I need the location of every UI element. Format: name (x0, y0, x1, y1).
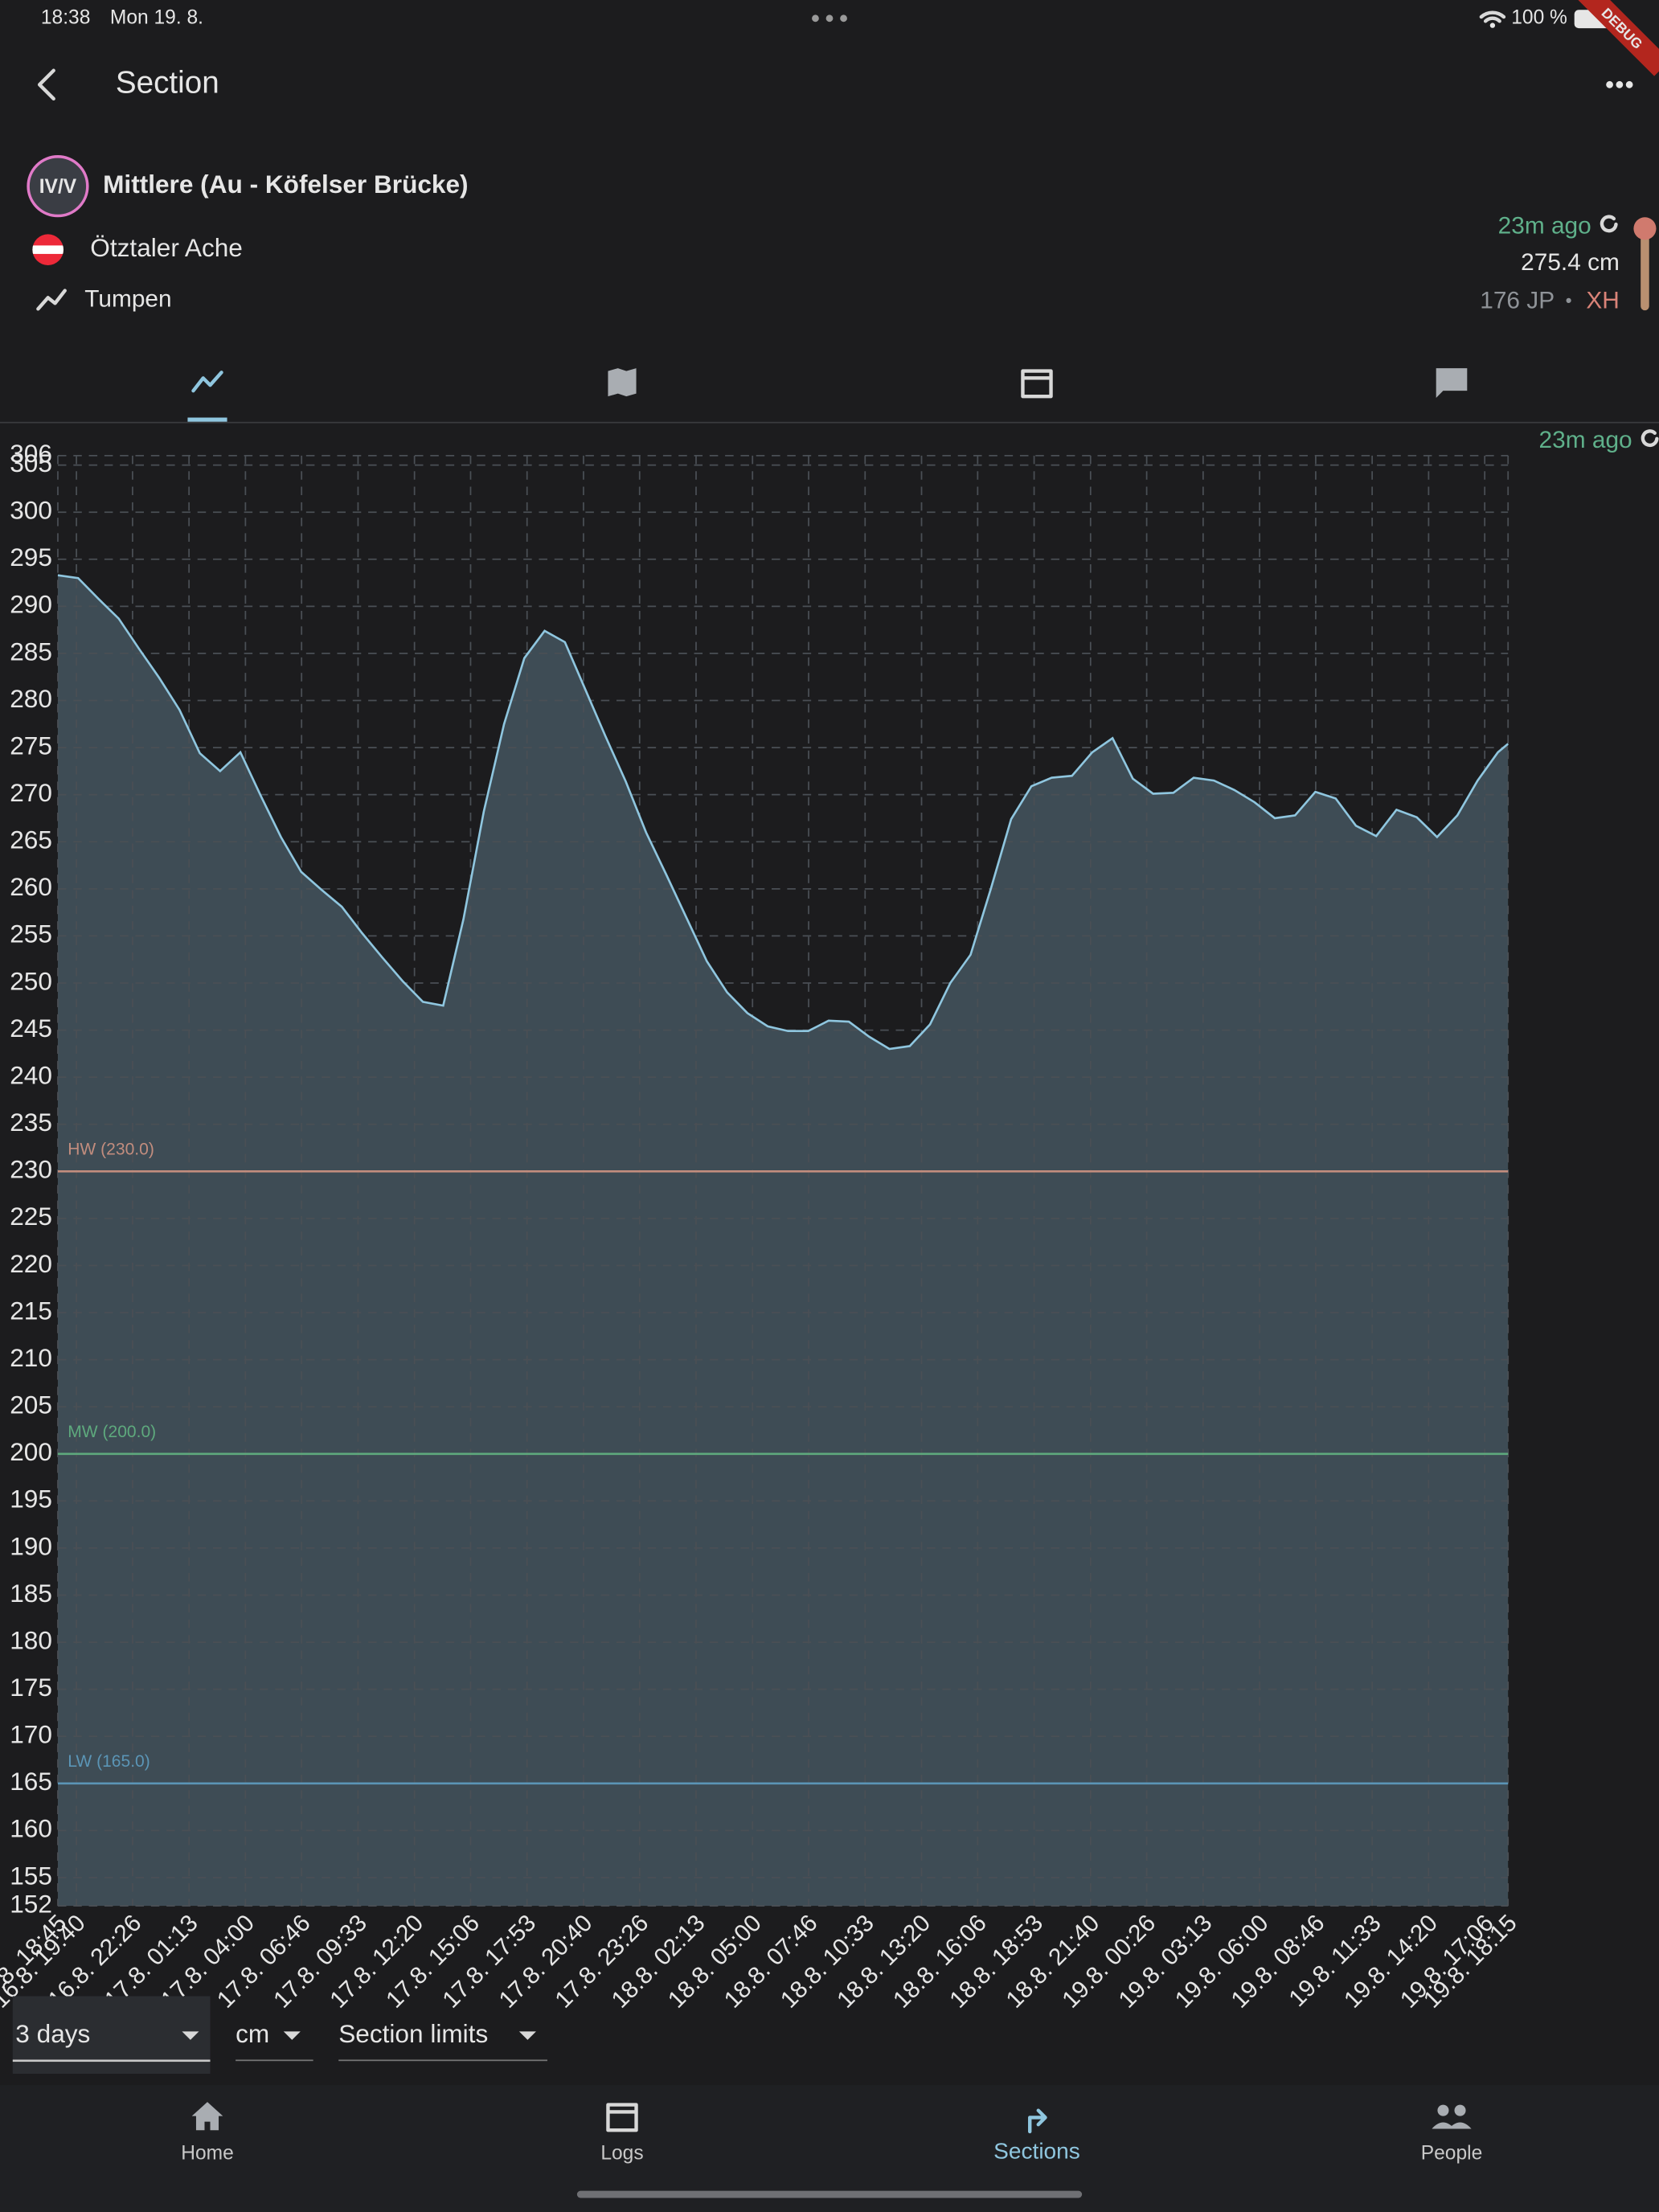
wifi-icon (1479, 10, 1506, 23)
refresh-icon[interactable] (1600, 215, 1618, 233)
reference-label: HW (230.0) (68, 1141, 154, 1159)
tab-divider (0, 421, 1659, 424)
tab-chart[interactable] (191, 371, 223, 393)
more-button[interactable] (1606, 80, 1633, 88)
reference-label: MW (200.0) (68, 1423, 156, 1441)
y-tick-label: 245 (10, 1014, 52, 1043)
reading-level: 275.4 cm (1521, 249, 1620, 276)
nav-home[interactable]: Home (181, 2143, 234, 2165)
gauge-bar (1641, 228, 1649, 311)
battery-text: 100 % (1511, 6, 1567, 28)
reading-separator: • (1566, 290, 1572, 311)
chart-updated: 23m ago (1539, 427, 1632, 453)
y-tick-label: 250 (10, 966, 52, 995)
y-tick-label: 255 (10, 920, 52, 948)
y-tick-label: 230 (10, 1155, 52, 1184)
gauge-name: Tumpen (84, 286, 171, 313)
gauge-icon (36, 289, 67, 311)
y-tick-label: 240 (10, 1060, 52, 1089)
tab-map[interactable] (608, 368, 637, 397)
flag-austria (32, 234, 63, 265)
nav-logs-icon[interactable] (606, 2103, 638, 2132)
y-tick-label: 200 (10, 1437, 52, 1466)
status-date: Mon 19. 8. (110, 6, 203, 28)
area (57, 575, 1509, 1907)
grade-badge (27, 155, 89, 218)
line (57, 574, 1509, 1051)
tab-calendar[interactable] (1021, 369, 1053, 399)
unit-arrow (283, 2031, 301, 2040)
y-tick-label: 235 (10, 1108, 52, 1137)
y-tick-label: 185 (10, 1579, 52, 1608)
y-tick-label: 300 (10, 496, 52, 525)
period-value: 3 days (15, 2019, 90, 2048)
y-tick-label: 225 (10, 1202, 52, 1231)
y-tick-label: 190 (10, 1531, 52, 1560)
y-tick-label: 220 (10, 1249, 52, 1278)
limits-arrow (518, 2031, 536, 2040)
app-bar-title: Section (116, 66, 219, 100)
y-tick-label: 152 (10, 1889, 52, 1918)
y-tick-label: 270 (10, 778, 52, 807)
period-arrow (182, 2031, 199, 2040)
y-tick-label: 155 (10, 1861, 52, 1890)
reading-flow: 176 JP (1480, 287, 1555, 313)
wifi-dot (1489, 23, 1496, 28)
river-name: Ötztaler Ache (90, 233, 243, 262)
nav-sections-icon[interactable] (1028, 2108, 1047, 2134)
y-tick-label: 280 (10, 684, 52, 713)
debug-ribbon (1574, 0, 1659, 76)
y-tick-label: 295 (10, 543, 52, 571)
limits-underline (338, 2059, 547, 2062)
y-tick-label: 290 (10, 590, 52, 619)
y-tick-label: 210 (10, 1343, 52, 1372)
home-indicator (576, 2190, 1083, 2198)
back-button[interactable] (37, 68, 55, 101)
period-underline (12, 2059, 211, 2062)
tab-comments[interactable] (1436, 368, 1468, 398)
reading-updated: 23m ago (1498, 212, 1591, 239)
y-tick-label: 170 (10, 1720, 52, 1749)
nav-logs[interactable]: Logs (600, 2143, 643, 2165)
nav-sections[interactable]: Sections (993, 2139, 1080, 2164)
y-tick-label: 160 (10, 1814, 52, 1843)
nav-people[interactable]: People (1421, 2143, 1482, 2165)
multitask-dots (812, 14, 847, 23)
y-tick-label: 305 (10, 449, 52, 477)
reference-label: LW (165.0) (68, 1752, 150, 1771)
chart-refresh-icon[interactable] (1641, 429, 1659, 448)
unit-value[interactable]: cm (236, 2019, 269, 2048)
unit-underline (236, 2059, 313, 2062)
y-tick-label: 165 (10, 1767, 52, 1796)
y-tick-label: 180 (10, 1625, 52, 1654)
y-tick-label: 306 (10, 439, 52, 468)
y-tick-label: 195 (10, 1485, 52, 1514)
tab-indicator (187, 417, 227, 422)
y-tick-label: 260 (10, 872, 52, 901)
limits-value[interactable]: Section limits (338, 2019, 488, 2048)
y-tick-label: 275 (10, 731, 52, 760)
bottom-nav (0, 2085, 1659, 2212)
reading-class: XH (1586, 287, 1619, 313)
grade-text: IV/V (39, 176, 77, 198)
y-tick-label: 205 (10, 1391, 52, 1419)
status-time: 18:38 (41, 6, 90, 28)
y-tick-label: 265 (10, 825, 52, 854)
section-name: Mittlere (Au - Köfelser Brücke) (103, 170, 468, 199)
y-tick-label: 175 (10, 1673, 52, 1702)
y-tick-label: 285 (10, 637, 52, 666)
y-tick-label: 215 (10, 1296, 52, 1325)
nav-people-icon[interactable] (1432, 2104, 1472, 2129)
gauge-bar-knob (1633, 217, 1657, 240)
